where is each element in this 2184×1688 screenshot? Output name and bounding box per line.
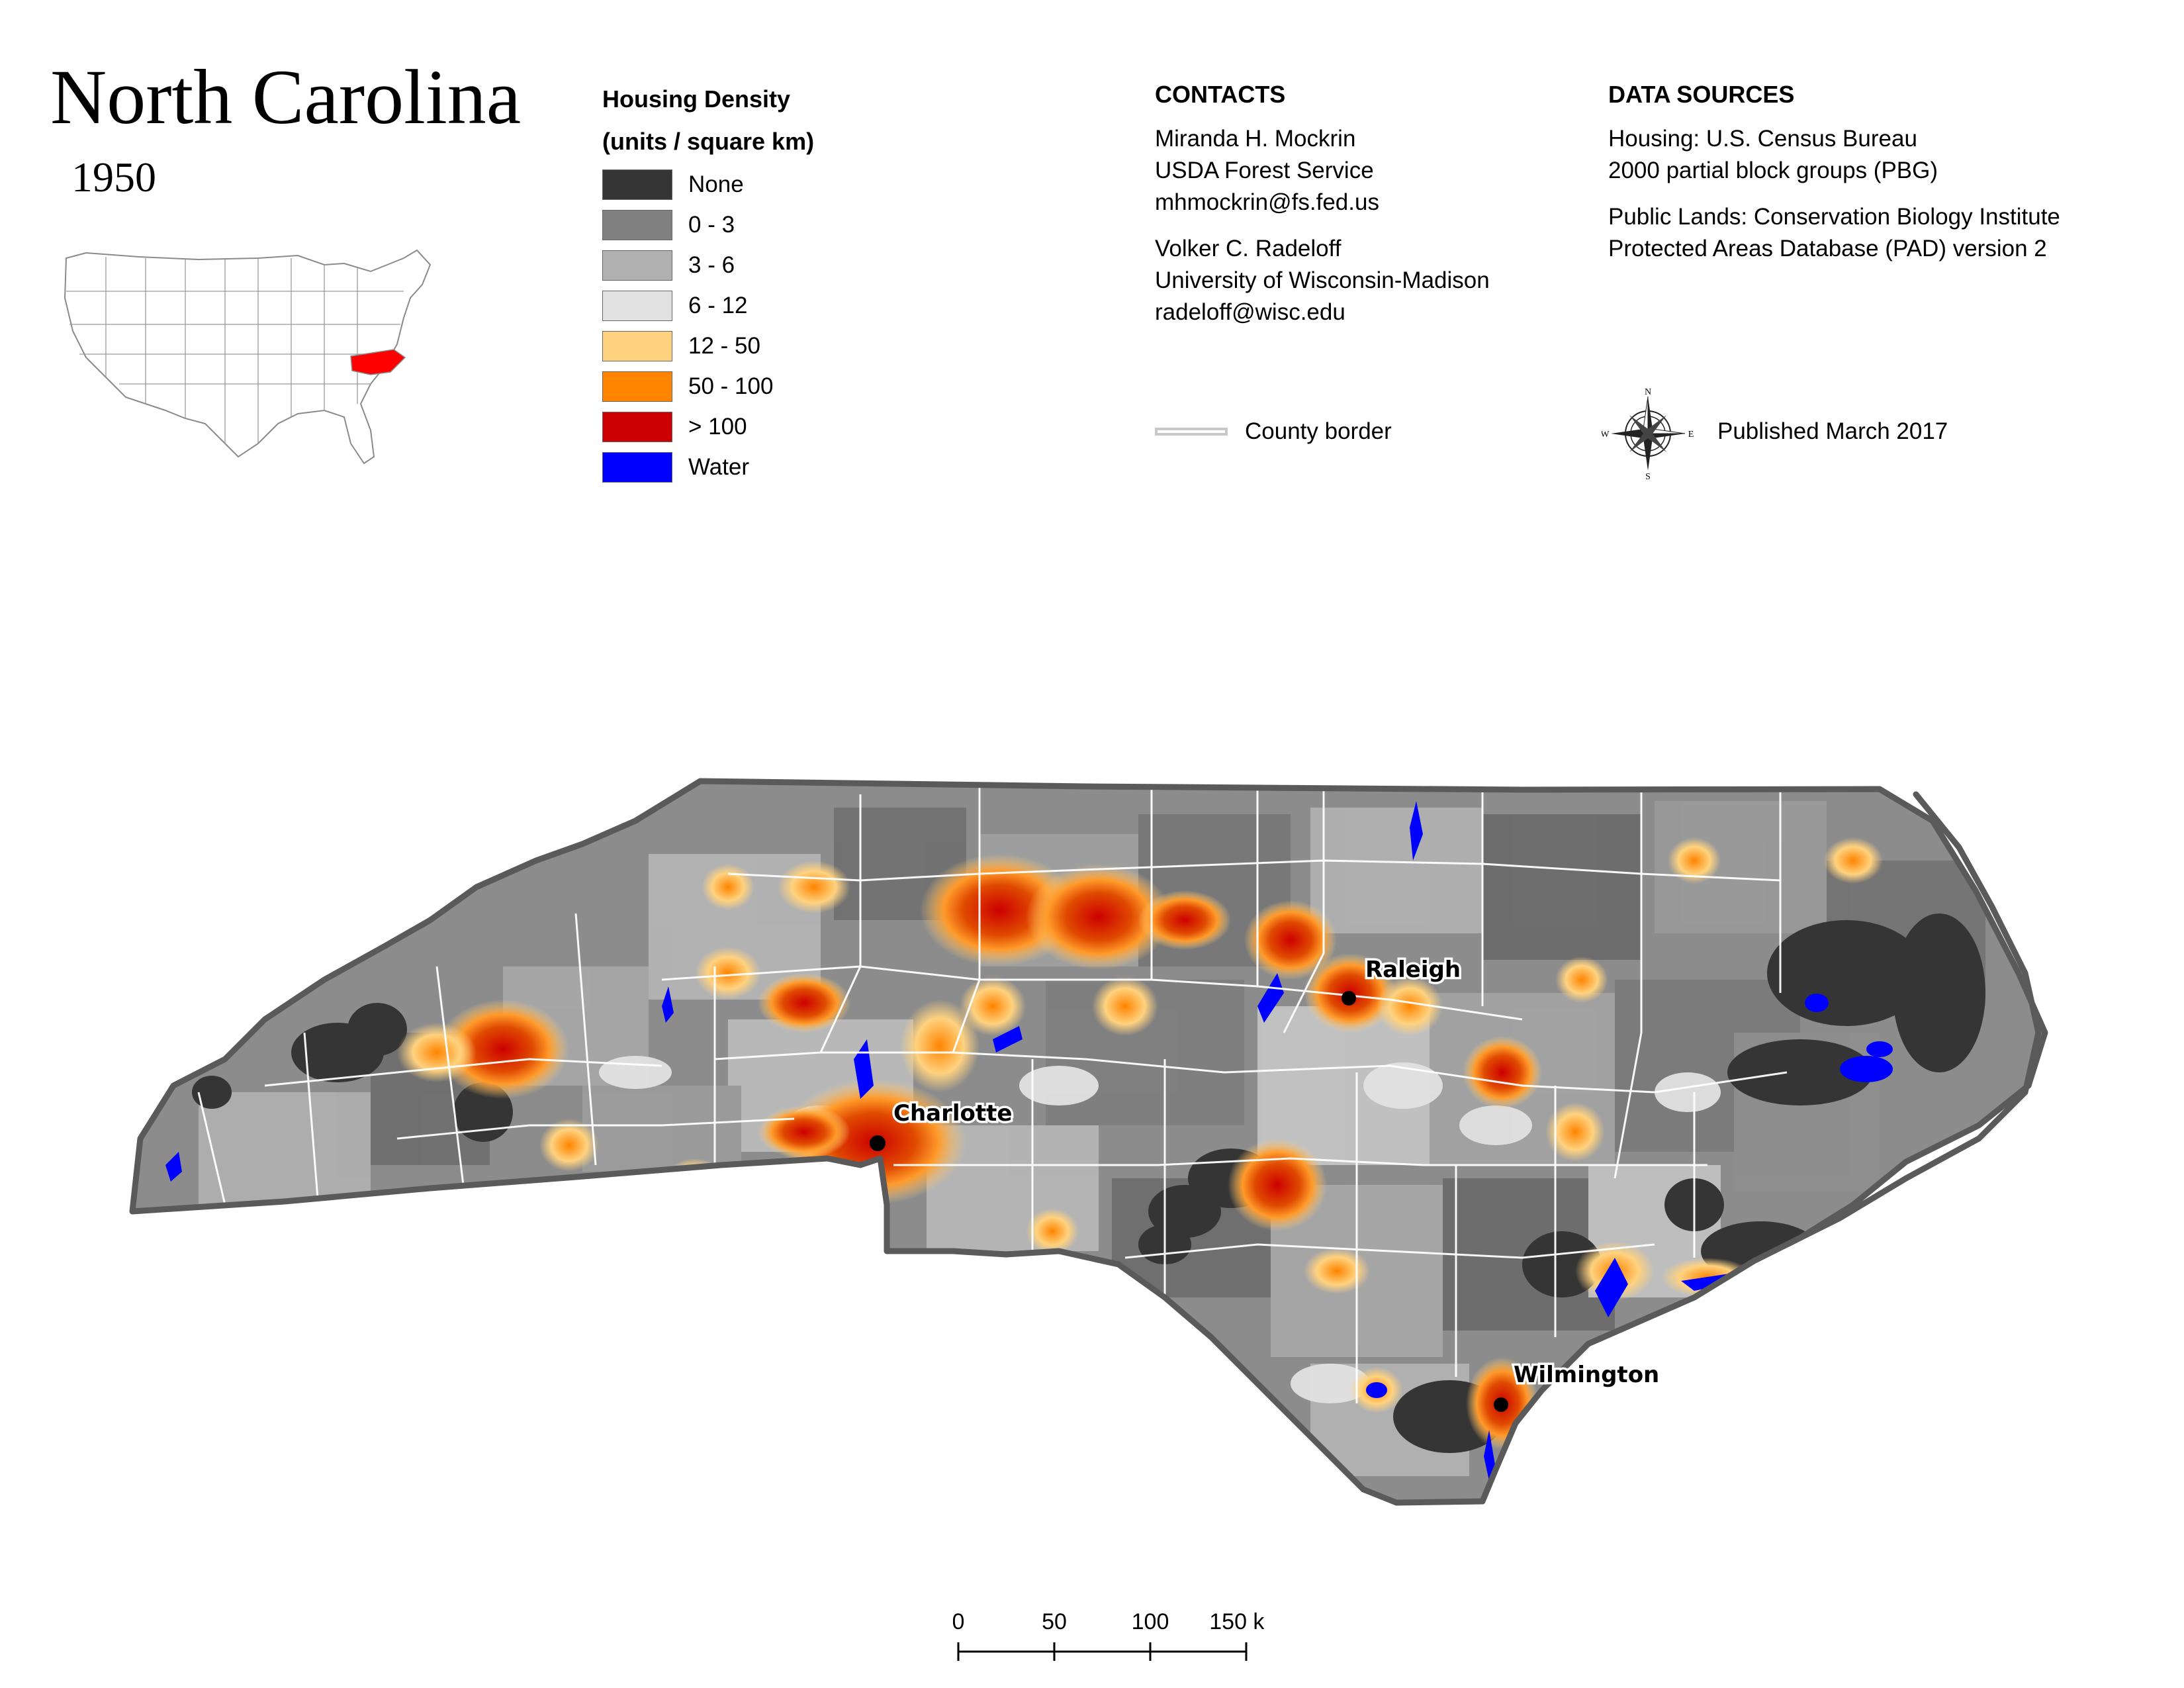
contact-email[interactable]: radeloff@wisc.edu (1155, 299, 1345, 325)
compass-e-label: E (1688, 430, 1694, 440)
legend-swatch (602, 169, 672, 200)
published-date: Published March 2017 (1717, 418, 1948, 444)
legend-label: > 100 (688, 413, 747, 440)
legend-item-12-50: 12 - 50 (602, 326, 773, 366)
state-outline (129, 778, 2048, 1506)
city-wilmington: Wilmington (1494, 1360, 1662, 1412)
legend-label: 0 - 3 (688, 211, 735, 238)
scale-bar-line (957, 1642, 1248, 1661)
legend-item-3-6: 3 - 6 (602, 245, 773, 285)
legend-label: 12 - 50 (688, 332, 760, 359)
city-marker-raleigh (1342, 991, 1356, 1006)
contact-org: USDA Forest Service (1155, 158, 1374, 183)
map-title: North Carolina (50, 54, 522, 140)
scale-label-100: 100 (1132, 1609, 1169, 1634)
city-charlotte: Charlotte (870, 1098, 1015, 1151)
legend-item-over-100: > 100 (602, 406, 773, 447)
legend-heading: Housing Density (units / square km) (602, 78, 814, 163)
scale-bar: 0 50 100 150 km (953, 1609, 1264, 1661)
city-marker-charlotte (870, 1135, 886, 1151)
us-outline (64, 249, 432, 465)
legend-label: 6 - 12 (688, 292, 748, 318)
legend-item-0-3: 0 - 3 (602, 205, 773, 245)
city-label-wilmington: Wilmington (1514, 1362, 1659, 1388)
data-sources-block: DATA SOURCES Housing: U.S. Census Bureau… (1608, 81, 2060, 265)
legend-label: None (688, 171, 744, 197)
contact-name: Miranda H. Mockrin (1155, 126, 1356, 152)
lands-source-detail: Protected Areas Database (PAD) version 2 (1608, 236, 2047, 261)
outer-banks (1784, 791, 2042, 1248)
scale-label-50: 50 (1042, 1609, 1067, 1634)
legend-item-none: None (602, 164, 773, 205)
contact-name: Volker C. Radeloff (1155, 236, 1342, 261)
legend-swatch (602, 330, 672, 361)
map-year: 1950 (71, 154, 156, 201)
legend-swatch (602, 209, 672, 240)
city-marker-wilmington (1494, 1397, 1508, 1412)
contact-email[interactable]: mhmockrin@fs.fed.us (1155, 189, 1379, 215)
compass-w-label: W (1602, 430, 1610, 440)
legend-heading-line1: Housing Density (602, 85, 791, 113)
lands-source: Public Lands: Conservation Biology Insti… (1608, 204, 2060, 230)
legend-swatch (602, 250, 672, 281)
legend-heading-line2: (units / square km) (602, 128, 815, 155)
us-locator-inset (64, 249, 432, 465)
legend-item-water: Water (602, 447, 773, 487)
legend-label: 50 - 100 (688, 373, 774, 399)
compass-rose-icon: N S W E (1602, 387, 1694, 480)
compass-s-label: S (1645, 472, 1651, 480)
contacts-heading: CONTACTS (1155, 81, 1286, 108)
county-border-key: County border (1155, 418, 1392, 445)
city-label-raleigh: Raleigh (1365, 957, 1461, 983)
north-carolina-highlight (350, 349, 406, 375)
scale-label-0: 0 (953, 1609, 964, 1634)
city-label-charlotte: Charlotte (893, 1100, 1012, 1127)
county-borders (197, 788, 1788, 1403)
legend-swatch (602, 290, 672, 321)
legend-swatch (602, 371, 672, 402)
housing-source-detail: 2000 partial block groups (PBG) (1608, 158, 1938, 183)
contact-org: University of Wisconsin-Madison (1155, 267, 1490, 293)
housing-density-layer (132, 781, 2045, 1503)
legend-label: Water (688, 453, 750, 480)
county-border-swatch (1155, 428, 1228, 436)
contacts-block: CONTACTS Miranda H. Mockrin USDA Forest … (1155, 81, 1490, 328)
housing-source: Housing: U.S. Census Bureau (1608, 126, 1917, 152)
scale-label-150: 150 km (1209, 1609, 1264, 1634)
legend-item-50-100: 50 - 100 (602, 366, 773, 406)
city-raleigh: Raleigh (1342, 955, 1463, 1006)
legend-label: 3 - 6 (688, 252, 735, 278)
legend-item-6-12: 6 - 12 (602, 285, 773, 326)
county-border-label: County border (1245, 418, 1392, 444)
legend-swatch (602, 411, 672, 442)
legend: None 0 - 3 3 - 6 6 - 12 12 - 50 50 - 100… (602, 164, 773, 487)
data-sources-heading: DATA SOURCES (1608, 81, 1795, 108)
compass-n-label: N (1645, 387, 1651, 397)
legend-swatch (602, 451, 672, 483)
